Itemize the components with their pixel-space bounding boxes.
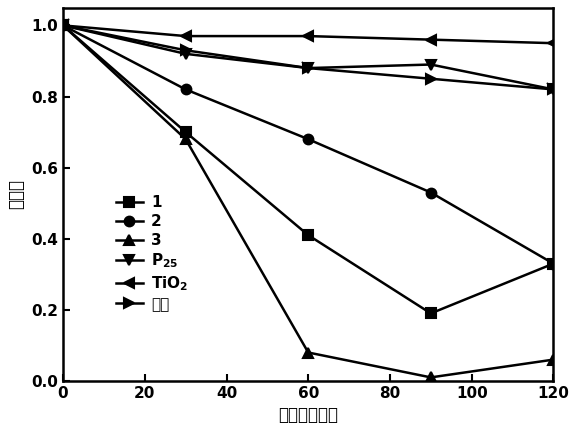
- TiO$_{2}$: [59, 23, 66, 28]
- P$_{25}$: [305, 66, 312, 71]
- 2: [305, 137, 312, 142]
- P$_{25}$: [59, 23, 66, 28]
- TiO$_{2}$: [428, 37, 434, 42]
- 1: [428, 311, 434, 316]
- TiO$_{2}$: [305, 34, 312, 39]
- 2: [428, 190, 434, 195]
- 2: [550, 261, 557, 266]
- 3: [182, 137, 189, 142]
- P$_{25}$: [550, 87, 557, 92]
- Line: 光解: 光解: [58, 21, 559, 94]
- 1: [59, 23, 66, 28]
- 光解: [305, 66, 312, 71]
- 光解: [182, 48, 189, 53]
- 1: [305, 232, 312, 238]
- Line: 2: 2: [58, 21, 559, 268]
- 2: [59, 23, 66, 28]
- 光解: [550, 87, 557, 92]
- Line: P$_{25}$: P$_{25}$: [58, 21, 559, 94]
- 光解: [59, 23, 66, 28]
- TiO$_{2}$: [550, 41, 557, 46]
- Line: 1: 1: [58, 21, 559, 318]
- X-axis label: 时间（分钟）: 时间（分钟）: [278, 407, 338, 424]
- Line: TiO$_{2}$: TiO$_{2}$: [58, 21, 559, 48]
- Line: 3: 3: [58, 21, 559, 382]
- TiO$_{2}$: [182, 34, 189, 39]
- 2: [182, 87, 189, 92]
- 3: [550, 357, 557, 362]
- 光解: [428, 76, 434, 81]
- Y-axis label: 降解率: 降解率: [8, 179, 25, 209]
- 3: [305, 350, 312, 355]
- 1: [550, 261, 557, 266]
- 1: [182, 130, 189, 135]
- 3: [59, 23, 66, 28]
- P$_{25}$: [182, 51, 189, 57]
- Legend: 1, 2, 3, P$_{25}$, TiO$_{2}$, 光解: 1, 2, 3, P$_{25}$, TiO$_{2}$, 光解: [111, 191, 193, 316]
- 3: [428, 375, 434, 380]
- P$_{25}$: [428, 62, 434, 67]
